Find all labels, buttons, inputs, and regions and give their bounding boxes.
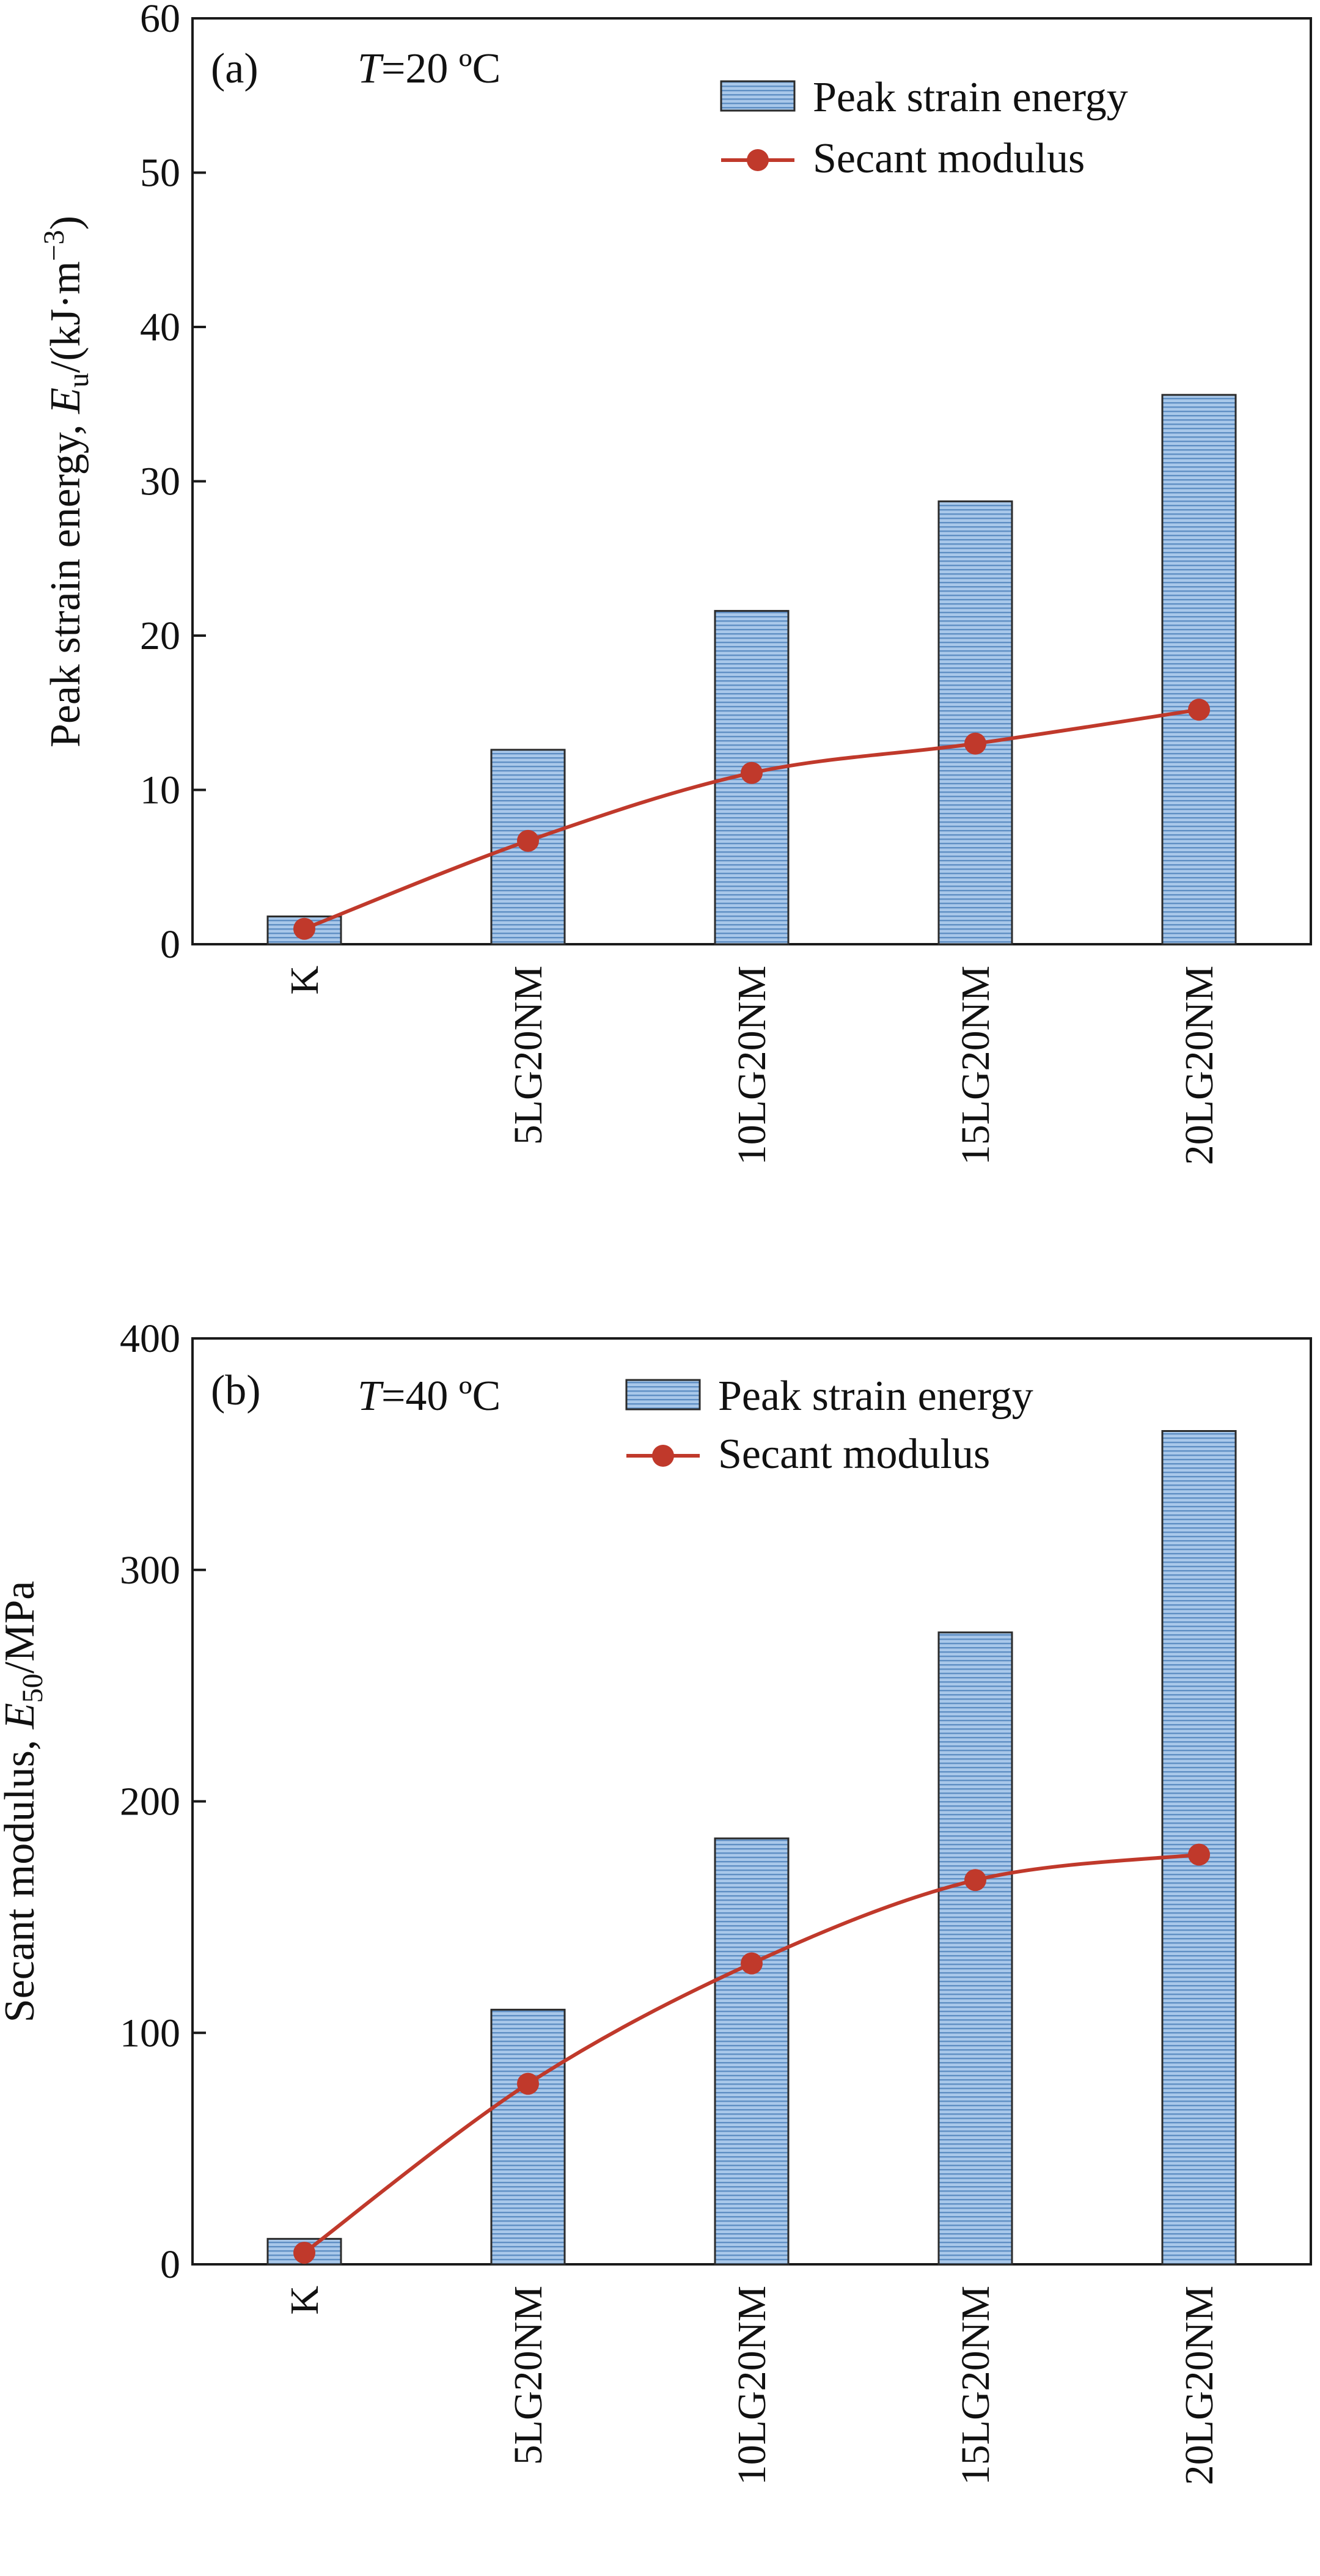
- legend: Peak strain energy Secant modulus: [720, 74, 1128, 182]
- line-point-k: [293, 2242, 315, 2264]
- y-tick-label: 200: [120, 1780, 180, 1824]
- line-point-5lg20nm: [517, 829, 539, 852]
- x-tick-label: 20LG20NM: [1177, 966, 1222, 1165]
- x-tick-label: 5LG20NM: [506, 2286, 551, 2465]
- legend-bar-label: Peak strain energy: [718, 1373, 1033, 1420]
- y-tick-label: 0: [160, 922, 180, 967]
- x-tick-label: 10LG20NM: [730, 2286, 774, 2485]
- y-axis-title-var: E: [0, 1703, 43, 1730]
- condition-value: =20 ºC: [381, 45, 501, 92]
- y-tick-label: 60: [140, 0, 180, 41]
- bar-15lg20nm: [937, 500, 1013, 945]
- y-tick-label: 30: [140, 460, 180, 504]
- condition-symbol: T: [358, 45, 384, 92]
- y-axis-title: Secant modulus, E50/MPa: [0, 1581, 49, 2023]
- legend-line-marker: [747, 149, 769, 171]
- legend: Peak strain energy Secant modulus: [625, 1373, 1033, 1478]
- bar-20lg20nm: [1161, 394, 1237, 945]
- condition-value: =40 ºC: [381, 1373, 501, 1420]
- x-tick-label: K: [282, 2286, 327, 2315]
- condition-symbol: T: [358, 1373, 384, 1420]
- y-tick-label: 400: [120, 1316, 180, 1361]
- line-point-15lg20nm: [964, 1869, 986, 1892]
- legend-bar-swatch: [720, 80, 796, 112]
- y-axis-title-unit: /(kJ·m: [42, 261, 89, 373]
- line-point-15lg20nm: [964, 732, 986, 755]
- y-axis-title: Peak strain energy, Eu/(kJ·m−3): [38, 216, 95, 747]
- line-point-5lg20nm: [517, 2072, 539, 2095]
- y-tick-label: 10: [140, 768, 180, 813]
- legend-line-marker: [652, 1445, 674, 1467]
- line-point-10lg20nm: [741, 1952, 763, 1975]
- panel-label: (b): [211, 1367, 261, 1414]
- bar-10lg20nm: [714, 1837, 790, 2266]
- bar-5lg20nm: [490, 2008, 566, 2266]
- line-point-10lg20nm: [741, 761, 763, 784]
- panel-a: (a) T=20 ºC Peak strain energy, Eu/(kJ·m…: [38, 0, 1312, 1165]
- y-tick-label: 100: [120, 2011, 180, 2055]
- y-axis-title-unit: /MPa: [0, 1581, 43, 1674]
- line-point-20lg20nm: [1188, 699, 1210, 721]
- line-point-k: [293, 917, 315, 940]
- y-axis-title-close: ): [42, 216, 89, 230]
- y-tick-label: 0: [160, 2242, 180, 2287]
- y-axis-title-sub: u: [62, 373, 95, 387]
- x-tick-label: 5LG20NM: [506, 966, 551, 1145]
- y-axis-title-sup: −3: [38, 230, 70, 261]
- condition-label: T=40 ºC: [358, 1373, 501, 1420]
- y-tick-label: 300: [120, 1548, 180, 1593]
- y-axis-title-main: Secant modulus,: [0, 1729, 43, 2022]
- panel-label: (a): [211, 45, 258, 92]
- y-axis-title-sub: 50: [16, 1673, 49, 1703]
- bar-15lg20nm: [937, 1631, 1013, 2266]
- x-tick-label: 15LG20NM: [953, 966, 998, 1165]
- y-tick-label: 40: [140, 305, 180, 350]
- legend-line-label: Secant modulus: [718, 1431, 990, 1478]
- y-tick-label: 50: [140, 151, 180, 196]
- legend-bar-label: Peak strain energy: [813, 74, 1128, 121]
- y-axis-title-main: Peak strain energy,: [42, 414, 89, 747]
- x-tick-label: 15LG20NM: [953, 2286, 998, 2485]
- condition-label: T=20 ºC: [358, 45, 501, 92]
- x-tick-label: 10LG20NM: [730, 966, 774, 1165]
- y-tick-label: 20: [140, 614, 180, 658]
- x-tick-label: K: [282, 966, 327, 995]
- line-point-20lg20nm: [1188, 1843, 1210, 1866]
- x-tick-label: 20LG20NM: [1177, 2286, 1222, 2485]
- panel-b: (b) T=40 ºC Secant modulus, E50/MPa Peak…: [0, 1316, 1312, 2485]
- legend-bar-swatch: [625, 1379, 701, 1411]
- legend-line-label: Secant modulus: [813, 135, 1085, 182]
- y-axis-title-var: E: [42, 387, 89, 414]
